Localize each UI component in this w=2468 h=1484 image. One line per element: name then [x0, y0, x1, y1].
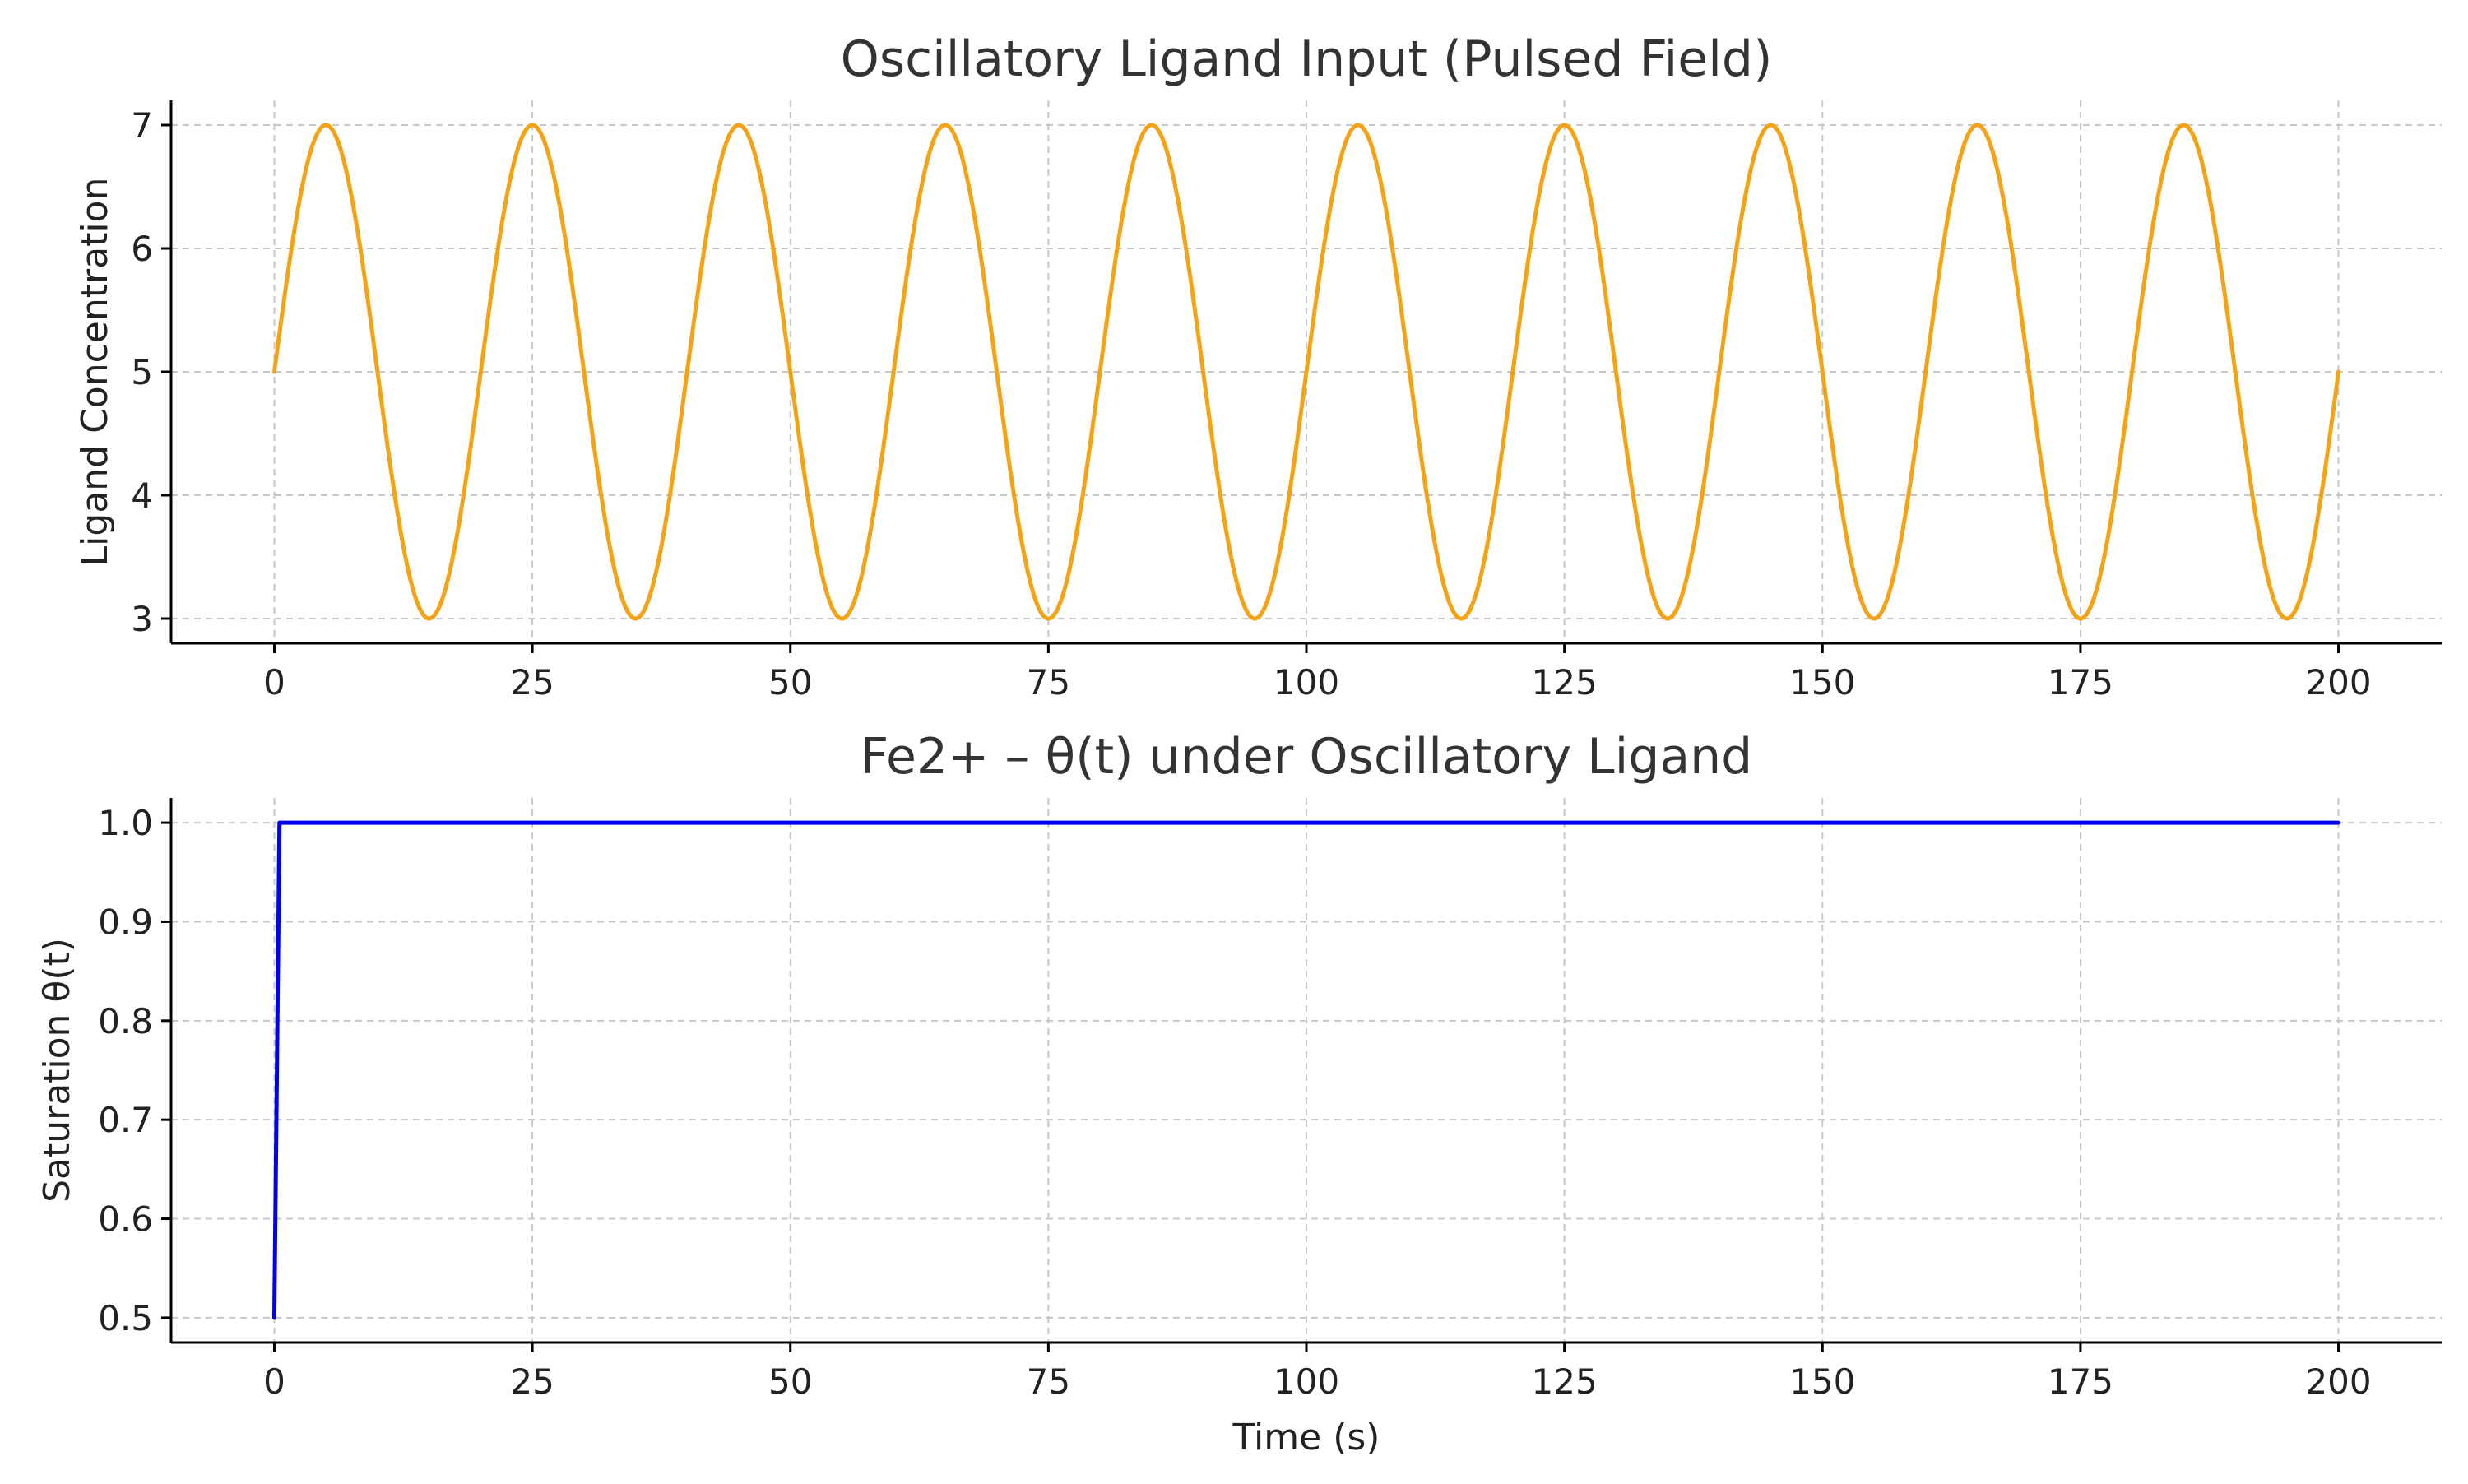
chart-panel-1: 0 25 50 75 100 125 150 175 200 3 4 5 6 7 Oscillatory L…: [74, 30, 2442, 703]
x-tick-label: 125: [1532, 662, 1598, 703]
x-tick-label: 150: [1789, 1361, 1855, 1402]
x-axis-label: Time (s): [1232, 1417, 1380, 1458]
x-tick-label: 25: [510, 662, 554, 703]
y-tick-label: 6: [131, 229, 153, 269]
chart-panel-2: 0 25 50 75 100 125 150 175 200 0.5 0.6 0.7 0.8 0.9 1.0…: [36, 728, 2442, 1458]
x-tick-label: 200: [2305, 662, 2371, 703]
y-tick-label: 0.5: [98, 1298, 153, 1338]
x-tick-label: 0: [263, 1361, 285, 1402]
x-tick-label: 175: [2048, 1361, 2113, 1402]
x-tick-label: 150: [1789, 662, 1855, 703]
x-tick-label: 200: [2305, 1361, 2371, 1402]
y-tick-label: 0.9: [98, 902, 153, 942]
x-tick-label: 75: [1027, 1361, 1070, 1402]
x-tick-label: 0: [263, 662, 285, 703]
series-line-1: [271, 123, 2341, 621]
y-tick-label: 0.7: [98, 1100, 153, 1140]
x-tick-label: 25: [510, 1361, 554, 1402]
y-tick-label: 3: [131, 599, 153, 639]
y-tick-label: 5: [131, 352, 153, 392]
x-tick-label: 100: [1273, 662, 1339, 703]
y-tick-label: 0.6: [98, 1199, 153, 1240]
y-tick-label: 0.8: [98, 1001, 153, 1041]
series-line-1: [271, 820, 2341, 1320]
x-tick-label: 125: [1532, 1361, 1598, 1402]
y-axis-label: Ligand Concentration: [74, 178, 116, 567]
chart-title: Fe2+ – θ(t) under Oscillatory Ligand: [861, 728, 1752, 786]
x-tick-label: 50: [768, 1361, 812, 1402]
y-axis-label: Saturation θ(t): [36, 938, 78, 1203]
y-tick-label: 7: [131, 105, 153, 146]
chart-title: Oscillatory Ligand Input (Pulsed Field): [841, 30, 1773, 88]
y-tick-label: 4: [131, 475, 153, 516]
x-tick-label: 75: [1027, 662, 1070, 703]
y-tick-label: 1.0: [98, 803, 153, 843]
x-tick-label: 50: [768, 662, 812, 703]
x-tick-label: 175: [2048, 662, 2113, 703]
x-tick-label: 100: [1273, 1361, 1339, 1402]
